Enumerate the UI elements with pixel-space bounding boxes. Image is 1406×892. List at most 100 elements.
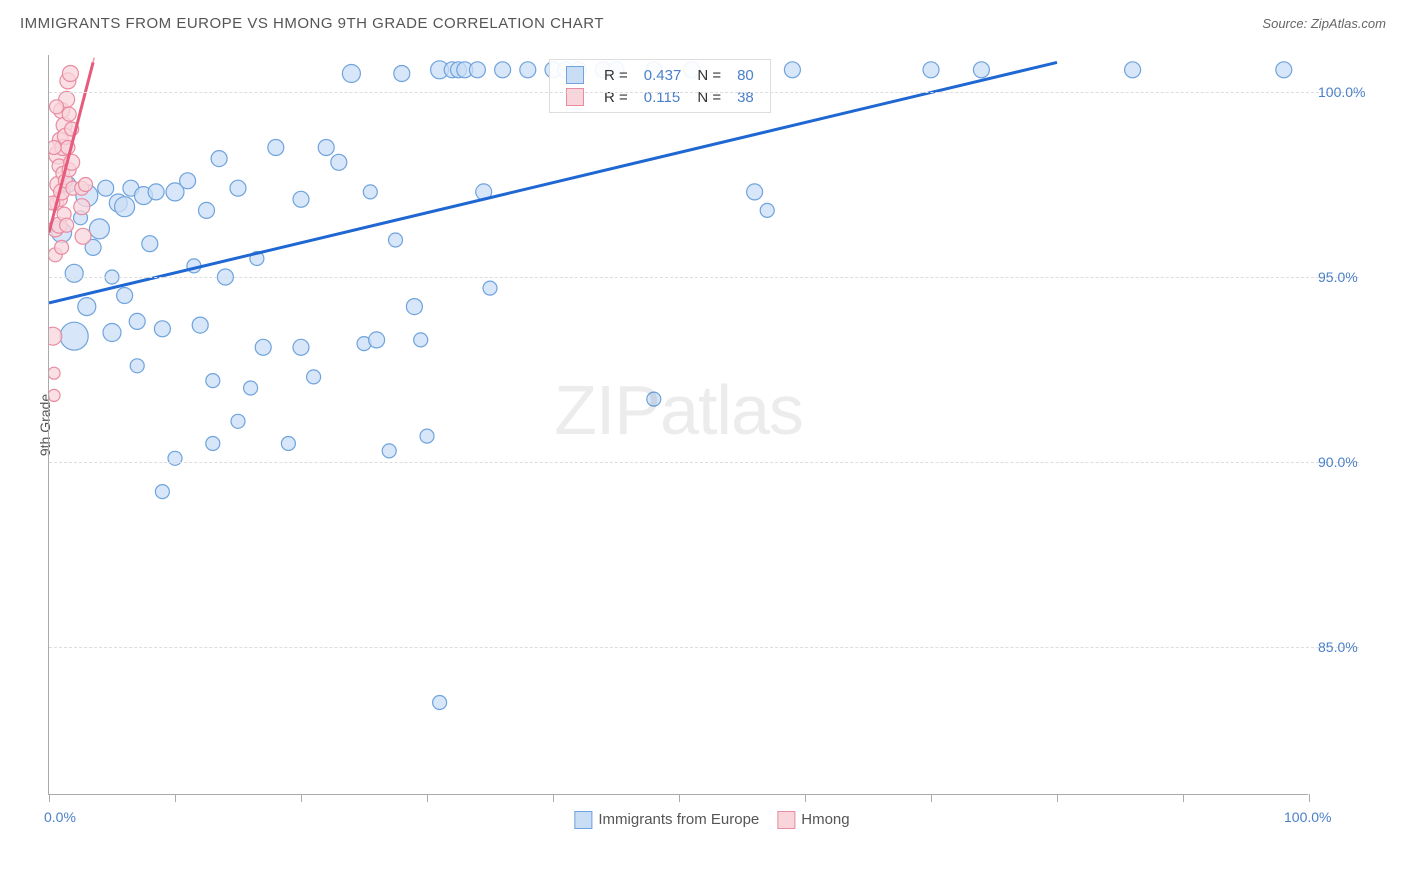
data-point[interactable] [148, 184, 164, 200]
data-point[interactable] [469, 62, 485, 78]
trend-line-extrapolated [93, 55, 137, 62]
chart-plot: 9th Grade ZIPatlas R =0.437N =80R =0.115… [48, 55, 1358, 795]
data-point[interactable] [49, 327, 62, 345]
gridline [49, 647, 1359, 648]
x-tick [175, 794, 176, 802]
data-point[interactable] [331, 154, 347, 170]
data-point[interactable] [62, 107, 76, 121]
data-point[interactable] [382, 444, 396, 458]
legend-label: Hmong [801, 811, 849, 828]
data-point[interactable] [433, 696, 447, 710]
data-point[interactable] [483, 281, 497, 295]
data-point[interactable] [115, 197, 135, 217]
data-point[interactable] [49, 141, 61, 155]
data-point[interactable] [130, 359, 144, 373]
data-point[interactable] [414, 333, 428, 347]
data-point[interactable] [49, 389, 60, 401]
y-tick-label: 100.0% [1318, 84, 1365, 100]
legend-row: R =0.437N =80 [558, 64, 762, 86]
data-point[interactable] [923, 62, 939, 78]
data-point[interactable] [973, 62, 989, 78]
x-tick [1183, 794, 1184, 802]
data-point[interactable] [293, 339, 309, 355]
data-point[interactable] [230, 180, 246, 196]
scatter-svg [49, 55, 1309, 795]
data-point[interactable] [495, 62, 511, 78]
data-point[interactable] [747, 184, 763, 200]
data-point[interactable] [1276, 62, 1292, 78]
data-point[interactable] [206, 437, 220, 451]
data-point[interactable] [520, 62, 536, 78]
data-point[interactable] [211, 151, 227, 167]
data-point[interactable] [62, 66, 78, 82]
data-point[interactable] [142, 236, 158, 252]
data-point[interactable] [98, 180, 114, 196]
x-tick [427, 794, 428, 802]
x-axis-max-label: 100.0% [1284, 809, 1331, 825]
data-point[interactable] [199, 202, 215, 218]
data-point[interactable] [231, 414, 245, 428]
source-link[interactable]: ZipAtlas.com [1311, 16, 1386, 31]
x-axis-min-label: 0.0% [44, 809, 76, 825]
data-point[interactable] [369, 332, 385, 348]
data-point[interactable] [206, 374, 220, 388]
data-point[interactable] [192, 317, 208, 333]
source-attribution: Source: ZipAtlas.com [1262, 16, 1386, 31]
gridline [49, 277, 1359, 278]
data-point[interactable] [129, 313, 145, 329]
data-point[interactable] [394, 66, 410, 82]
data-point[interactable] [168, 451, 182, 465]
data-point[interactable] [420, 429, 434, 443]
legend-swatch [777, 811, 795, 829]
x-tick [931, 794, 932, 802]
data-point[interactable] [60, 218, 74, 232]
x-tick [805, 794, 806, 802]
data-point[interactable] [154, 321, 170, 337]
x-tick [553, 794, 554, 802]
data-point[interactable] [255, 339, 271, 355]
data-point[interactable] [389, 233, 403, 247]
data-point[interactable] [760, 203, 774, 217]
chart-title: IMMIGRANTS FROM EUROPE VS HMONG 9TH GRAD… [20, 15, 604, 32]
series-legend: Immigrants from Europe Hmong [556, 811, 849, 829]
gridline [49, 462, 1359, 463]
data-point[interactable] [293, 191, 309, 207]
data-point[interactable] [117, 288, 133, 304]
data-point[interactable] [50, 100, 64, 114]
y-tick-label: 90.0% [1318, 454, 1358, 470]
correlation-legend: R =0.437N =80R =0.115N =38 [549, 59, 771, 113]
data-point[interactable] [342, 65, 360, 83]
x-tick [49, 794, 50, 802]
data-point[interactable] [75, 228, 91, 244]
data-point[interactable] [363, 185, 377, 199]
legend-row: R =0.115N =38 [558, 86, 762, 108]
data-point[interactable] [318, 140, 334, 156]
data-point[interactable] [79, 178, 93, 192]
x-tick [1057, 794, 1058, 802]
data-point[interactable] [60, 322, 88, 350]
data-point[interactable] [155, 485, 169, 499]
data-point[interactable] [307, 370, 321, 384]
data-point[interactable] [268, 140, 284, 156]
data-point[interactable] [244, 381, 258, 395]
y-tick-label: 95.0% [1318, 269, 1358, 285]
data-point[interactable] [647, 392, 661, 406]
data-point[interactable] [281, 437, 295, 451]
x-tick [679, 794, 680, 802]
data-point[interactable] [89, 219, 109, 239]
data-point[interactable] [103, 324, 121, 342]
y-tick-label: 85.0% [1318, 639, 1358, 655]
data-point[interactable] [406, 299, 422, 315]
data-point[interactable] [49, 367, 60, 379]
data-point[interactable] [1125, 62, 1141, 78]
gridline [49, 92, 1359, 93]
data-point[interactable] [74, 199, 90, 215]
legend-label: Immigrants from Europe [598, 811, 759, 828]
x-tick [1309, 794, 1310, 802]
data-point[interactable] [55, 240, 69, 254]
data-point[interactable] [78, 298, 96, 316]
legend-swatch [574, 811, 592, 829]
data-point[interactable] [784, 62, 800, 78]
data-point[interactable] [65, 264, 83, 282]
data-point[interactable] [180, 173, 196, 189]
